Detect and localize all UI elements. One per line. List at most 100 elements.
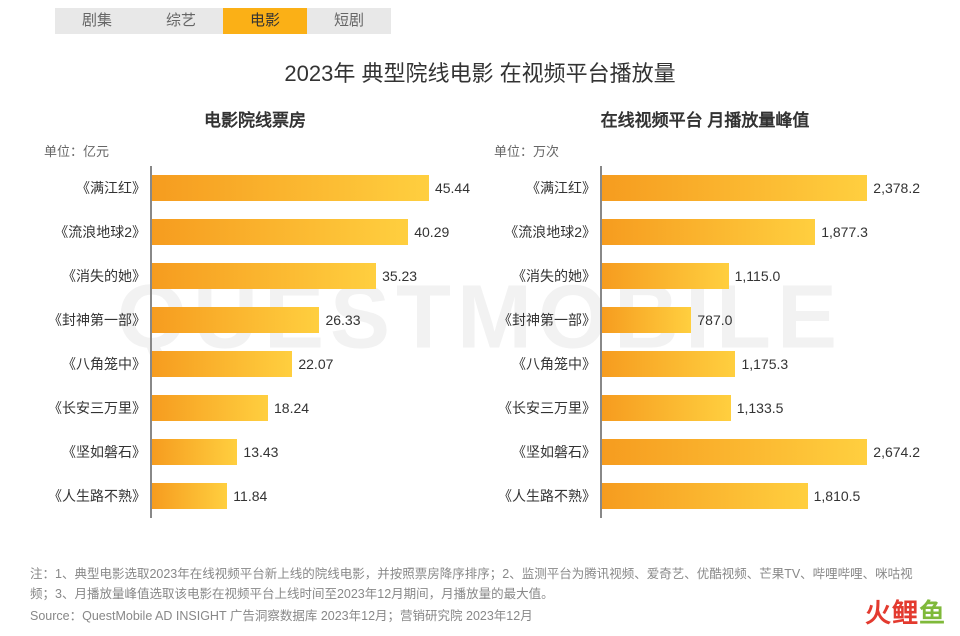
bar-label: 《八角笼中》	[40, 354, 150, 374]
charts-container: 电影院线票房 单位：亿元 《满江红》 45.44 《流浪地球2》 40.29 《消失的她…	[0, 106, 960, 518]
bar-area: 11.84	[150, 474, 470, 518]
bar-value: 2,674.2	[873, 444, 920, 460]
bar-value: 26.33	[325, 312, 360, 328]
chart-right-title: 在线视频平台 月播放量峰值	[490, 106, 920, 131]
bar-label: 《人生路不熟》	[40, 486, 150, 506]
page-title: 2023年 典型院线电影 在视频平台播放量	[0, 56, 960, 88]
bar-label: 《满江红》	[490, 178, 600, 198]
bar	[152, 263, 376, 289]
bar-row: 《封神第一部》 26.33	[40, 298, 470, 342]
bar	[602, 395, 731, 421]
bar-area: 18.24	[150, 386, 470, 430]
bar-area: 2,378.2	[600, 166, 920, 210]
bar-row: 《八角笼中》 22.07	[40, 342, 470, 386]
tab-2[interactable]: 电影	[223, 8, 307, 34]
bar-value: 1,115.0	[735, 268, 781, 284]
bar-value: 787.0	[697, 312, 732, 328]
tab-3[interactable]: 短剧	[307, 8, 391, 34]
bar-area: 45.44	[150, 166, 470, 210]
bar-row: 《满江红》 45.44	[40, 166, 470, 210]
bar-label: 《长安三万里》	[490, 398, 600, 418]
bar-value: 45.44	[435, 180, 470, 196]
bar	[602, 175, 867, 201]
bar-value: 1,810.5	[814, 488, 861, 504]
bar-area: 35.23	[150, 254, 470, 298]
bar-row: 《坚如磐石》 13.43	[40, 430, 470, 474]
bar-value: 11.84	[233, 488, 267, 504]
bar-label: 《消失的她》	[40, 266, 150, 286]
bar-value: 1,175.3	[741, 356, 788, 372]
bar	[152, 307, 319, 333]
bar-row: 《流浪地球2》 40.29	[40, 210, 470, 254]
bar-label: 《流浪地球2》	[40, 222, 150, 242]
bar-row: 《长安三万里》 18.24	[40, 386, 470, 430]
bar	[152, 483, 227, 509]
bar-label: 《长安三万里》	[40, 398, 150, 418]
bar	[152, 351, 292, 377]
bar-value: 40.29	[414, 224, 449, 240]
corner-logo-part2: 鱼	[919, 598, 946, 628]
bar	[602, 263, 729, 289]
bar-label: 《坚如磐石》	[490, 442, 600, 462]
chart-right-unit: 单位：万次	[490, 141, 920, 160]
bar-label: 《封神第一部》	[490, 310, 600, 330]
bar-area: 1,877.3	[600, 210, 920, 254]
bar-value: 18.24	[274, 400, 309, 416]
bar	[602, 439, 867, 465]
bar	[602, 483, 808, 509]
bar-area: 2,674.2	[600, 430, 920, 474]
bar-label: 《坚如磐石》	[40, 442, 150, 462]
bar-label: 《流浪地球2》	[490, 222, 600, 242]
bar	[152, 395, 268, 421]
bar-value: 13.43	[243, 444, 278, 460]
source-text: Source：QuestMobile AD INSIGHT 广告洞察数据库 20…	[30, 605, 533, 624]
bar-row: 《消失的她》 1,115.0	[490, 254, 920, 298]
bar-value: 2,378.2	[873, 180, 920, 196]
bar-label: 《八角笼中》	[490, 354, 600, 374]
bar-area: 26.33	[150, 298, 470, 342]
bar-value: 35.23	[382, 268, 417, 284]
bar-row: 《人生路不熟》 11.84	[40, 474, 470, 518]
bar	[152, 439, 237, 465]
tab-1[interactable]: 综艺	[139, 8, 223, 34]
chart-left: 电影院线票房 单位：亿元 《满江红》 45.44 《流浪地球2》 40.29 《消失的她…	[40, 106, 470, 518]
chart-left-unit: 单位：亿元	[40, 141, 470, 160]
corner-logo-part1: 火鲤	[865, 598, 919, 628]
bar-area: 787.0	[600, 298, 920, 342]
bar-label: 《人生路不熟》	[490, 486, 600, 506]
bar-area: 1,175.3	[600, 342, 920, 386]
bar-label: 《消失的她》	[490, 266, 600, 286]
chart-left-title: 电影院线票房	[40, 106, 470, 131]
chart-left-rows: 《满江红》 45.44 《流浪地球2》 40.29 《消失的她》 35.23 《封神第一部》…	[40, 166, 470, 518]
bar	[602, 351, 735, 377]
bar-label: 《封神第一部》	[40, 310, 150, 330]
bar	[152, 175, 429, 201]
bar-area: 13.43	[150, 430, 470, 474]
bar	[602, 307, 691, 333]
chart-right: 在线视频平台 月播放量峰值 单位：万次 《满江红》 2,378.2 《流浪地球2》 1…	[490, 106, 920, 518]
bar-area: 22.07	[150, 342, 470, 386]
bar-row: 《八角笼中》 1,175.3	[490, 342, 920, 386]
bar-value: 22.07	[298, 356, 333, 372]
tab-0[interactable]: 剧集	[55, 8, 139, 34]
chart-right-rows: 《满江红》2,378.2《流浪地球2》1,877.3《消失的她》1,115.0《…	[490, 166, 920, 518]
bar-row: 《封神第一部》 787.0	[490, 298, 920, 342]
bar-value: 1,133.5	[737, 400, 784, 416]
footnote-text: 注：1、典型电影选取2023年在线视频平台新上线的院线电影，并按照票房降序排序；…	[30, 565, 930, 604]
bar-label: 《满江红》	[40, 178, 150, 198]
bar-row: 《流浪地球2》 1,877.3	[490, 210, 920, 254]
bar	[602, 219, 815, 245]
bar-row: 《满江红》 2,378.2	[490, 166, 920, 210]
bar-area: 1,115.0	[600, 254, 920, 298]
bar	[152, 219, 408, 245]
bar-row: 《消失的她》 35.23	[40, 254, 470, 298]
bar-row: 《长安三万里》 1,133.5	[490, 386, 920, 430]
tab-bar: 剧集综艺电影短剧	[0, 0, 960, 34]
corner-logo: 火鲤鱼	[865, 593, 946, 630]
bar-area: 1,133.5	[600, 386, 920, 430]
bar-area: 1,810.5	[600, 474, 920, 518]
bar-value: 1,877.3	[821, 224, 868, 240]
bar-row: 《坚如磐石》 2,674.2	[490, 430, 920, 474]
bar-area: 40.29	[150, 210, 470, 254]
bar-row: 《人生路不熟》 1,810.5	[490, 474, 920, 518]
